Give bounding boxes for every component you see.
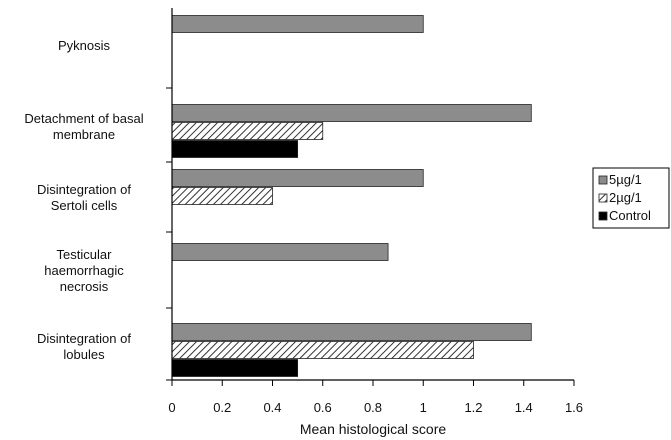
legend-label-1: 2µg/1: [609, 190, 642, 205]
x-tick-label-3: 0.6: [314, 400, 332, 415]
legend-label-0: 5µg/1: [609, 172, 642, 187]
x-tick-label-1: 0.2: [213, 400, 231, 415]
category-label-1-0: Detachment of basal: [24, 111, 143, 126]
legend-swatch-0: [599, 176, 607, 184]
bar-5g1-0: [172, 16, 423, 33]
legend-swatch-2: [599, 212, 607, 220]
legend: 5µg/1 2µg/1 Control: [593, 168, 669, 228]
category-label-3-0: Testicular: [57, 247, 113, 262]
category-label-2-1: Sertoli cells: [51, 198, 118, 213]
legend-swatch-1: [599, 194, 607, 202]
category-label-0-0: Pyknosis: [58, 38, 111, 53]
category-label-2-0: Disintegration of: [37, 182, 131, 197]
bar-Control-1: [172, 141, 298, 158]
x-tick-label-0: 0: [168, 400, 175, 415]
x-tick-label-7: 1.4: [515, 400, 533, 415]
bar-5g1-4: [172, 324, 531, 341]
x-axis-title: Mean histological score: [300, 421, 447, 437]
category-label-4-0: Disintegration of: [37, 331, 131, 346]
legend-label-2: Control: [609, 208, 651, 223]
plot-area: 0 0.2 0.4 0.6 0.8 1 1.2 1.4 1.6 Mean histological…: [24, 8, 583, 437]
x-tick-label-4: 0.8: [364, 400, 382, 415]
x-tick-label-2: 0.4: [263, 400, 281, 415]
bar-5g1-2: [172, 170, 423, 187]
category-label-1-1: membrane: [53, 127, 115, 142]
x-tick-label-5: 1: [420, 400, 427, 415]
bar-Control-4: [172, 360, 298, 377]
x-tick-label-6: 1.2: [464, 400, 482, 415]
bar-2g1-2: [172, 188, 273, 205]
category-label-4-1: lobules: [63, 347, 105, 362]
bar-2g1-1: [172, 123, 323, 140]
category-label-3-2: necrosis: [60, 279, 109, 294]
bar-5g1-3: [172, 244, 388, 261]
x-tick-label-8: 1.6: [565, 400, 583, 415]
category-label-3-1: haemorrhagic: [44, 263, 124, 278]
bar-2g1-4: [172, 342, 474, 359]
bar-5g1-1: [172, 105, 531, 122]
